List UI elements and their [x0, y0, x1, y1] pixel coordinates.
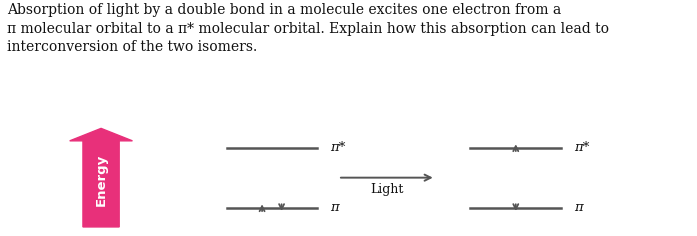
- Text: Light: Light: [370, 183, 404, 196]
- Text: π*: π*: [574, 141, 589, 154]
- FancyArrow shape: [70, 128, 132, 227]
- Text: Absorption of light by a double bond in a molecule excites one electron from a
π: Absorption of light by a double bond in …: [7, 3, 609, 55]
- Text: Energy: Energy: [95, 154, 107, 206]
- Text: π: π: [330, 201, 339, 214]
- Text: π*: π*: [330, 141, 345, 154]
- Text: π: π: [574, 201, 583, 214]
